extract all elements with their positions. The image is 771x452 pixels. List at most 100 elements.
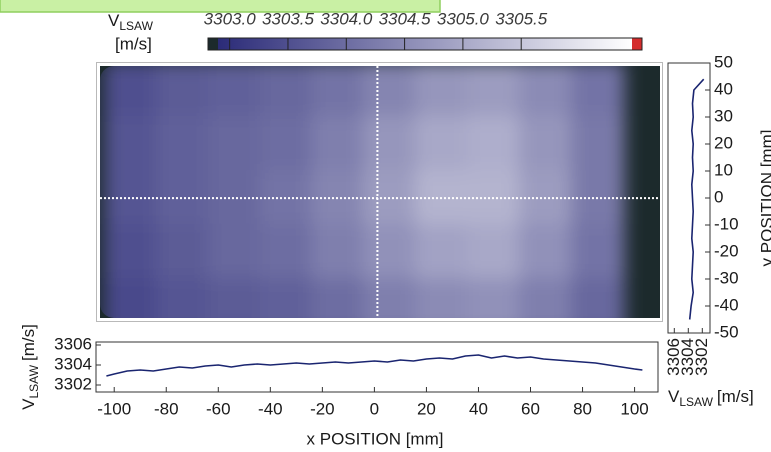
- y-tick-label: 0: [714, 187, 723, 206]
- plot-frame: [667, 62, 711, 334]
- colorbar-under: [208, 38, 218, 50]
- colorbar-tick-label: 3304.5: [379, 9, 432, 28]
- heatmap-cell: [363, 66, 418, 119]
- y-tick-label: -50: [714, 322, 739, 341]
- x-tick-label: 3306: [664, 338, 683, 376]
- right-y-axis-title: y POSITION [mm]: [757, 130, 771, 267]
- heatmap-cell: [467, 66, 521, 119]
- y-tick-label: -10: [714, 214, 739, 233]
- heatmap-cell: [259, 66, 314, 119]
- heatmap-cell: [104, 66, 159, 119]
- heatmap-cell: [415, 224, 470, 281]
- heatmap-cell: [363, 116, 418, 173]
- colorbar-unit: [m/s]: [115, 34, 152, 53]
- y-tick-label: 3304: [54, 354, 92, 373]
- y-tick-label: -30: [714, 268, 739, 287]
- heatmap-cell: [207, 224, 262, 281]
- y-tick-label: -20: [714, 241, 739, 260]
- x-tick-label: 100: [620, 399, 648, 418]
- heatmap-cell: [311, 278, 366, 318]
- heatmap-cell: [519, 278, 573, 318]
- heatmap-cell: [570, 278, 625, 318]
- label-symbol: V: [668, 387, 680, 406]
- y-axis-title: VLSAW [m/s]: [19, 324, 41, 410]
- heatmap-cell: [104, 278, 159, 318]
- colorbar-tick-label: 3303.5: [262, 9, 315, 28]
- label-symbol: V: [19, 398, 38, 410]
- heatmap-cell: [519, 66, 573, 119]
- y-tick-label: 3306: [54, 334, 92, 353]
- series-line: [688, 78, 705, 320]
- colorbar-tick-label: 3303.0: [204, 9, 257, 28]
- plot-frame: [95, 341, 659, 393]
- colorbar-frame: [207, 37, 643, 51]
- heatmap-cell: [156, 224, 210, 281]
- heatmap-cell: [104, 116, 159, 173]
- heatmap-cell: [415, 116, 470, 173]
- y-tick-label: -40: [714, 295, 739, 314]
- label-sub: LSAW: [119, 19, 153, 33]
- heatmap-cell: [570, 66, 625, 119]
- x-tick-label: 20: [417, 399, 436, 418]
- heatmap-cell: [207, 278, 262, 318]
- heatmap-cell: [415, 278, 470, 318]
- label-symbol: V: [108, 11, 120, 30]
- y-tick-label: 3302: [54, 374, 92, 393]
- heatmap-cell: [415, 66, 470, 119]
- x-tick-label: 60: [521, 399, 540, 418]
- heatmap-cell: [207, 116, 262, 173]
- x-tick-label: -20: [310, 399, 335, 418]
- colorbar-label: VLSAW: [108, 11, 154, 33]
- heatmap-cell: [259, 224, 314, 281]
- label-sub: LSAW: [679, 395, 713, 409]
- x-tick-label: 40: [469, 399, 488, 418]
- heatmap-cell: [311, 116, 366, 173]
- heatmap-cell: [363, 224, 418, 281]
- x-tick-label: -40: [258, 399, 283, 418]
- heatmap-cell: [156, 66, 210, 119]
- heatmap-cell: [467, 224, 521, 281]
- x-axis-title: x POSITION [mm]: [307, 429, 444, 448]
- x-tick-label: 80: [573, 399, 592, 418]
- x-tick-label: 3302: [692, 338, 711, 376]
- heatmap-cell: [467, 278, 521, 318]
- colorbar-tick-label: 3305.5: [495, 9, 548, 28]
- y-tick-label: 10: [714, 160, 733, 179]
- x-tick-label: 0: [370, 399, 379, 418]
- banner: [0, 0, 441, 13]
- heatmap-cell: [156, 116, 210, 173]
- heatmap-cell: [156, 278, 210, 318]
- heatmap-cell: [259, 116, 314, 173]
- heatmap-frame: [96, 62, 663, 322]
- colorbar: [218, 38, 632, 50]
- y-tick-label: 20: [714, 133, 733, 152]
- heatmap-cell: [519, 116, 573, 173]
- heatmap-cell: [570, 224, 625, 281]
- x-tick-label: 3304: [678, 338, 697, 376]
- label-unit: [m/s]: [19, 324, 38, 361]
- heatmap-cells: [104, 66, 625, 318]
- y-tick-label: 40: [714, 79, 733, 98]
- heatmap-cell: [207, 66, 262, 119]
- y-tick-label: 50: [714, 52, 733, 71]
- heatmap-cell: [570, 116, 625, 173]
- colorbar-tick-label: 3304.0: [320, 9, 373, 28]
- x-tick-label: -80: [154, 399, 179, 418]
- colorbar-tick-label: 3305.0: [437, 9, 490, 28]
- heatmap-cell: [467, 116, 521, 173]
- x-tick-label: -60: [206, 399, 231, 418]
- y-tick-label: 30: [714, 106, 733, 125]
- heatmap-cell: [363, 278, 418, 318]
- label-unit: [m/s]: [717, 387, 754, 406]
- heatmap-cell: [104, 224, 159, 281]
- colorbar-over: [632, 38, 642, 50]
- heatmap-cell: [259, 278, 314, 318]
- label-sub: LSAW: [27, 364, 41, 398]
- heatmap-cell: [311, 224, 366, 281]
- heatmap-clip: [104, 66, 625, 318]
- heatmap-cell: [519, 224, 573, 281]
- series-line: [106, 354, 643, 377]
- heatmap-cell: [311, 66, 366, 119]
